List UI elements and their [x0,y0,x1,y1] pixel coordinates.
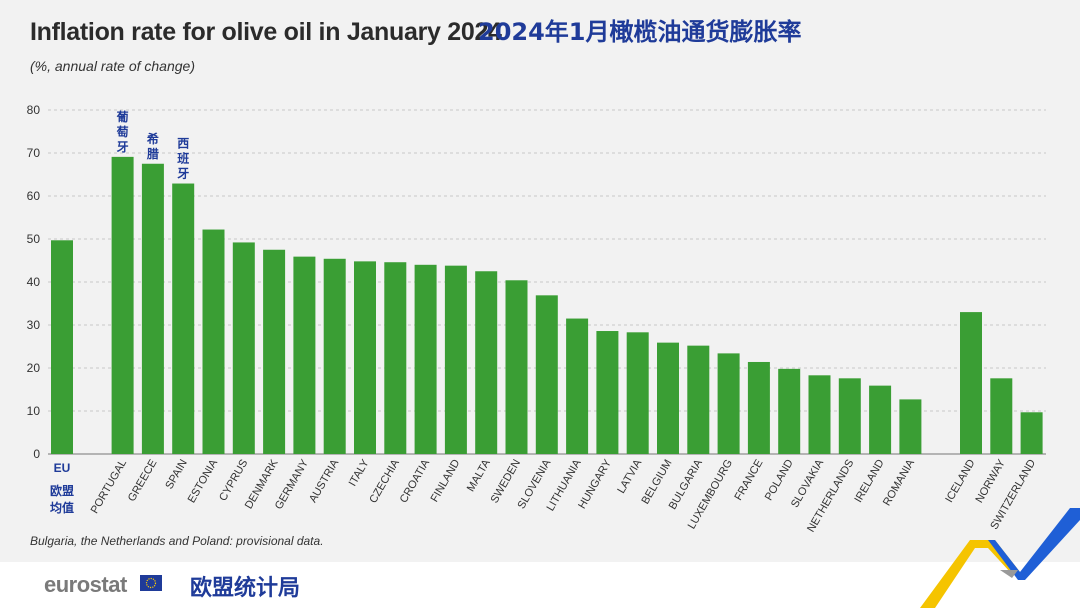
bar-annotation-cn: 葡 [116,109,129,124]
x-tick-label: ICELAND [943,457,977,504]
chart-title: Inflation rate for olive oil in January … [30,18,502,46]
bar-annotation-cn: 牙 [117,140,129,154]
bar-annotation-cn: 萄 [116,124,129,139]
bar-denmark [263,249,286,454]
footer [0,562,1080,608]
y-tick-label: 70 [27,146,41,160]
x-tick-label: CZECHIA [367,457,402,505]
bar-finland [444,265,467,454]
bar-cyprus [232,242,255,454]
bar-annotation-cn: 牙 [177,167,189,181]
x-tick-label: EU [54,461,71,475]
bar-annotation-cn: 希 [146,131,159,146]
bar-slovenia [535,295,558,454]
bar-bulgaria [687,345,710,454]
bar-portugal [111,156,134,454]
bar-latvia [626,332,649,454]
x-tick-label-cn: 欧盟 [50,483,74,498]
bar-poland [778,368,801,454]
x-tick-label: NORWAY [973,457,1008,505]
eu-flag-icon [140,575,162,591]
x-tick-label: GREECE [126,458,160,504]
y-tick-label: 30 [27,318,41,332]
bar-romania [899,399,922,454]
x-tick-label: IRELAND [852,457,886,504]
bar-eu [51,240,73,454]
bar-czechia [384,262,407,454]
x-tick-label: MALTA [465,457,493,494]
decorative-chevron-icon [920,508,1080,608]
y-tick-label: 40 [27,275,41,289]
x-tick-label: POLAND [763,457,796,502]
x-tick-label: PORTUGAL [89,458,130,516]
bar-sweden [505,280,528,454]
bar-malta [475,271,498,454]
y-tick-label: 50 [27,232,41,246]
bar-luxembourg [717,353,740,454]
bar-annotation-cn: 腊 [147,146,159,161]
bar-norway [990,378,1013,454]
bar-croatia [414,264,437,454]
bar-italy [354,261,376,454]
footer-text-cn: 欧盟统计局 [190,576,301,601]
bar-slovakia [808,375,831,454]
bar-france [747,361,770,454]
bar-austria [323,258,346,454]
bar-switzerland [1020,412,1043,454]
chart-subtitle: (%, annual rate of change) [30,58,195,74]
bar-netherlands [838,378,861,454]
x-tick-label: AUSTRIA [307,457,342,505]
x-tick-label-cn: 均值 [50,500,74,515]
x-tick-label: SPAIN [163,457,190,491]
y-tick-label: 80 [27,103,41,117]
y-tick-label: 10 [27,404,41,418]
x-tick-label: FINLAND [429,457,463,504]
x-tick-label: ITALY [347,457,372,489]
y-tick-label: 60 [27,189,41,203]
x-tick-label: SWEDEN [489,457,524,505]
bar-hungary [596,331,619,454]
bar-annotation-cn: 西 [177,137,189,151]
bar-ireland [869,385,892,454]
x-tick-label: ESTONIA [186,457,221,505]
bar-annotation-cn: 班 [177,151,189,166]
chart-title-cn: 2024年1月橄榄油通货膨胀率 [478,18,802,46]
bar-spain [172,183,195,454]
bar-lithuania [566,318,589,454]
footnote: Bulgaria, the Netherlands and Poland: pr… [30,534,324,548]
x-tick-label: CROATIA [398,457,433,505]
x-tick-label: CYPRUS [217,458,250,504]
bar-germany [293,256,316,454]
bar-iceland [960,312,982,454]
bar-estonia [202,229,225,454]
x-tick-label: BELGIUM [639,458,674,507]
y-tick-label: 0 [33,447,40,461]
bar-belgium [657,342,679,454]
eurostat-logo: eurostat [44,572,127,597]
x-tick-label: LATVIA [615,457,644,496]
x-tick-label: FRANCE [732,458,765,503]
bar-greece [141,163,164,454]
y-tick-label: 20 [27,361,41,375]
